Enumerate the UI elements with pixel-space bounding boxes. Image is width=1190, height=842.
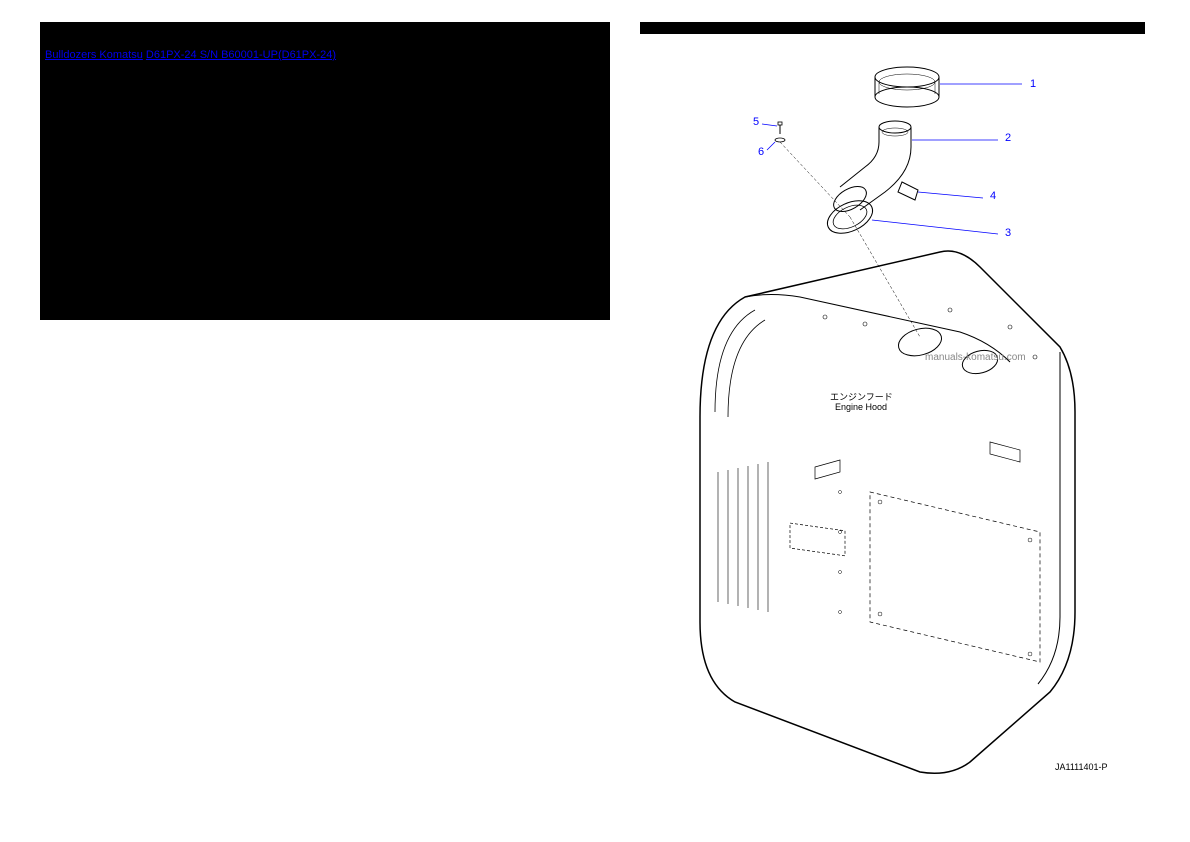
- right-panel: 1 2 3 4 5 6 エンジンフード Engine Hood manuals-…: [640, 22, 1145, 807]
- left-panel: Bulldozers Komatsu D61PX-24 S/N B60001-U…: [40, 22, 610, 320]
- front-louvers: [718, 462, 768, 612]
- bolt: [762, 122, 782, 134]
- precleaner-cap: [875, 67, 1022, 107]
- english-label: Engine Hood: [835, 402, 887, 412]
- bracket: [898, 182, 983, 200]
- callout-6: 6: [758, 146, 764, 158]
- callout-2: 2: [1005, 132, 1011, 144]
- drawing-number: JA1111401-P: [1055, 762, 1108, 772]
- watermark-text: manuals-komatsu.com: [925, 352, 1026, 363]
- callout-5: 5: [753, 116, 759, 128]
- gasket: [822, 194, 998, 240]
- right-header-bar: [640, 22, 1145, 34]
- washer: [767, 138, 785, 150]
- callout-3: 3: [1005, 227, 1011, 239]
- engine-hood-body: [700, 251, 1075, 773]
- callout-1: 1: [1030, 78, 1036, 90]
- callout-4: 4: [990, 190, 996, 202]
- elbow-pipe: [829, 121, 998, 217]
- parts-diagram: 1 2 3 4 5 6 エンジンフード Engine Hood manuals-…: [640, 42, 1145, 802]
- breadcrumb-link-bulldozers[interactable]: Bulldozers Komatsu: [45, 49, 143, 61]
- breadcrumb: Bulldozers Komatsu D61PX-24 S/N B60001-U…: [45, 48, 336, 62]
- engine-hood-diagram: [640, 42, 1145, 802]
- breadcrumb-link-model[interactable]: D61PX-24 S/N B60001-UP(D61PX-24): [146, 49, 336, 61]
